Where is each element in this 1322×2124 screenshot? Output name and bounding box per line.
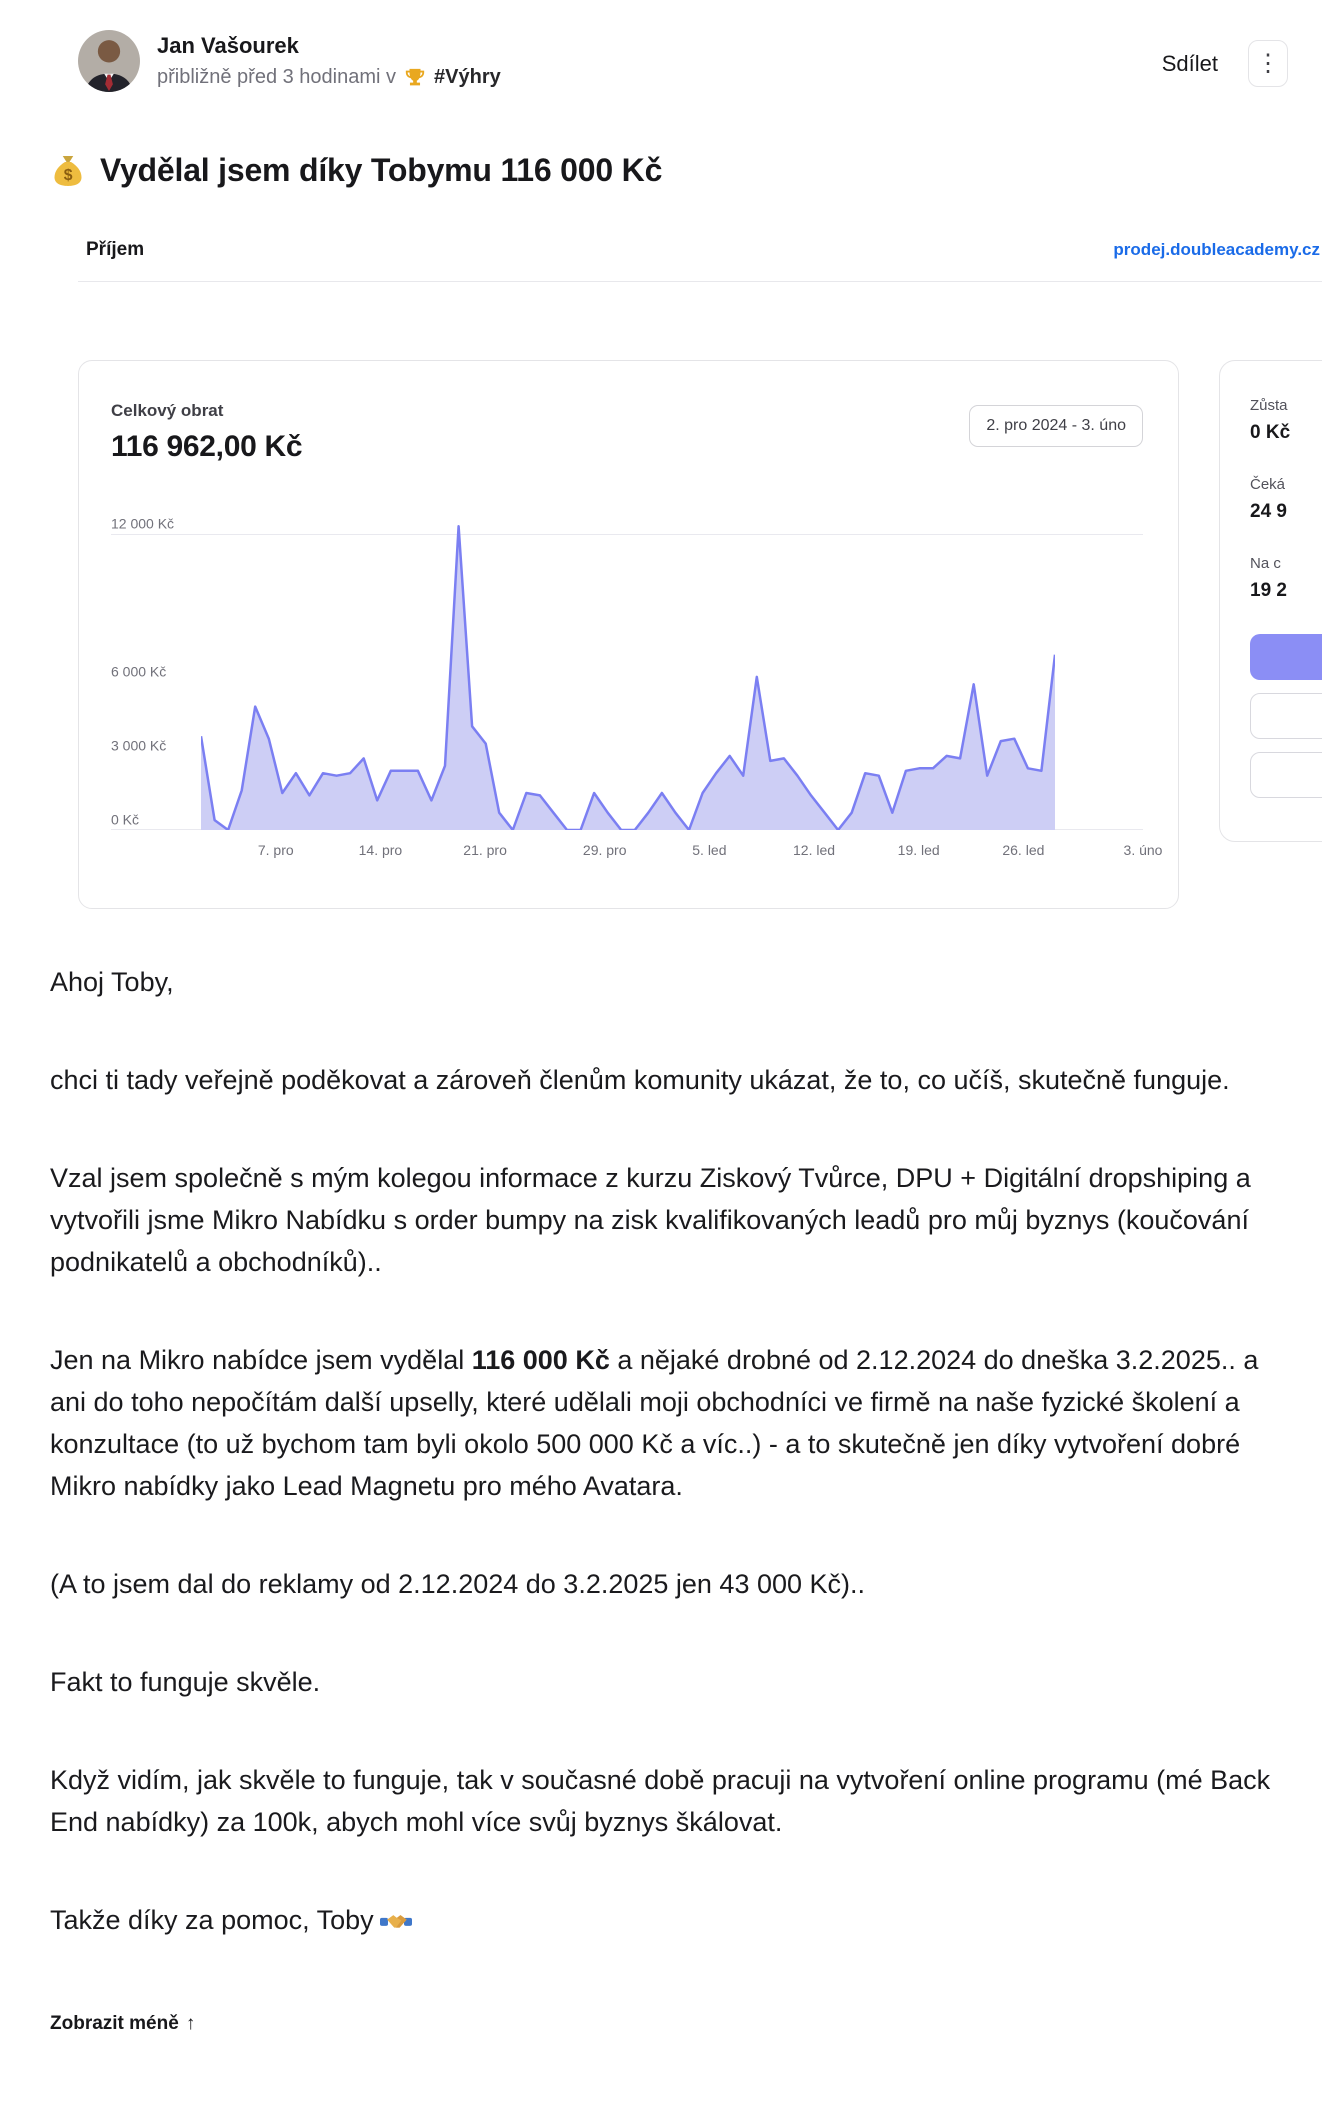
x-axis-label: 19. led: [897, 842, 940, 858]
metric-value: 116 962,00 Kč: [111, 430, 303, 463]
date-range-picker[interactable]: 2. pro 2024 - 3. úno: [969, 405, 1143, 447]
embedded-screenshot: Příjem prodej.doubleacademy.cz Celkový o…: [78, 239, 1322, 909]
post-meta: přibližně před 3 hodinami v #Výhry: [157, 66, 501, 89]
paragraph: Vzal jsem společně s mým kolegou informa…: [50, 1163, 1251, 1277]
highlight-amount: 116 000 Kč: [471, 1345, 610, 1375]
kebab-menu-icon: ⋮: [1256, 49, 1280, 77]
tab-prijem[interactable]: Příjem: [86, 239, 145, 260]
balance-panel: Zůsta 0 Kč Čeká 24 9 Na c 19 2: [1219, 360, 1322, 842]
paragraph: Ahoj Toby,: [50, 967, 174, 997]
x-axis-label: 12. led: [793, 842, 836, 858]
metric-block: Celkový obrat 116 962,00 Kč: [111, 401, 303, 464]
x-axis-label: 14. pro: [358, 842, 403, 858]
post-header: Jan Vašourek přibližně před 3 hodinami v…: [78, 30, 1288, 92]
x-axis-label: 5. led: [692, 842, 727, 858]
post-title-text: Vydělal jsem díky Tobymu 116 000 Kč: [100, 152, 663, 188]
money-bag-icon: $: [50, 153, 86, 189]
chart-x-axis: 7. pro 14. pro 21. pro 29. pro 5. led 12. led…: [201, 842, 1163, 866]
balance-row: Zůsta 0 Kč: [1250, 397, 1322, 444]
avatar[interactable]: [78, 30, 140, 92]
balance-value: 19 2: [1250, 580, 1287, 601]
more-options-button[interactable]: ⋮: [1248, 40, 1288, 87]
community-post-page: Jan Vašourek přibližně před 3 hodinami v…: [50, 30, 1322, 2045]
balance-row: Čeká 24 9: [1250, 476, 1322, 523]
balance-value: 24 9: [1250, 501, 1287, 522]
panel-secondary-button[interactable]: [1250, 693, 1322, 739]
trophy-icon: [404, 67, 426, 89]
post-title: $ Vydělal jsem díky Tobymu 116 000 Kč: [50, 152, 1272, 189]
paragraph: Takže díky za pomoc, Toby: [50, 1899, 1272, 1943]
x-axis-label: 29. pro: [582, 842, 627, 858]
x-axis-label: 3. úno: [1123, 842, 1163, 858]
paragraph: chci ti tady veřejně poděkovat a zároveň…: [50, 1065, 1230, 1095]
show-less-label: Zobrazit méně: [50, 2013, 179, 2034]
category-tag[interactable]: #Výhry: [434, 66, 501, 88]
x-axis-label: 26. led: [1002, 842, 1045, 858]
embed-domain-link[interactable]: prodej.doubleacademy.cz: [1113, 240, 1320, 259]
balance-label: Zůsta: [1250, 397, 1288, 414]
revenue-card-header: Celkový obrat 116 962,00 Kč 2. pro 2024 …: [111, 401, 1143, 464]
handshake-icon: [379, 1901, 412, 1943]
paragraph-text: a nějaké drobné od 2.12.2024 do dneška 3…: [50, 1345, 1259, 1501]
header-actions: Sdílet ⋮: [1162, 40, 1288, 87]
author-block: Jan Vašourek přibližně před 3 hodinami v…: [78, 30, 501, 92]
balance-row: Na c 19 2: [1250, 555, 1322, 602]
timestamp: přibližně před 3 hodinami v: [157, 66, 397, 88]
x-axis-label: 7. pro: [257, 842, 294, 858]
revenue-card: Celkový obrat 116 962,00 Kč 2. pro 2024 …: [78, 360, 1179, 909]
share-button[interactable]: Sdílet: [1161, 50, 1218, 76]
paragraph: Jen na Mikro nabídce jsem vydělal 116 00…: [50, 1339, 1272, 1507]
paragraph-text: Jen na Mikro nabídce jsem vydělal: [50, 1345, 472, 1375]
gridline: [111, 534, 1143, 535]
revenue-chart: 0 Kč 3 000 Kč 6 000 Kč 12 000 Kč: [111, 514, 1143, 830]
x-axis-label: 21. pro: [463, 842, 507, 858]
revenue-area-series: [201, 514, 1055, 830]
paragraph: (A to jsem dal do reklamy od 2.12.2024 d…: [50, 1569, 866, 1599]
embed-body: Celkový obrat 116 962,00 Kč 2. pro 2024 …: [78, 360, 1322, 909]
panel-primary-button[interactable]: [1250, 634, 1322, 680]
metric-label: Celkový obrat: [111, 401, 224, 420]
paragraph: Když vidím, jak skvěle to funguje, tak v…: [50, 1765, 1271, 1837]
author-meta: Jan Vašourek přibližně před 3 hodinami v…: [157, 30, 501, 92]
balance-value: 0 Kč: [1250, 422, 1291, 443]
paragraph-text: Takže díky za pomoc, Toby: [50, 1905, 374, 1935]
author-name[interactable]: Jan Vašourek: [157, 33, 299, 58]
show-less-link[interactable]: Zobrazit méně ↑: [50, 2003, 195, 2045]
svg-text:$: $: [64, 167, 73, 184]
panel-tertiary-button[interactable]: [1250, 752, 1322, 798]
embed-topbar: Příjem prodej.doubleacademy.cz: [78, 239, 1322, 282]
paragraph: Fakt to funguje skvěle.: [50, 1667, 321, 1697]
balance-label: Čeká: [1250, 476, 1286, 493]
post-body: Ahoj Toby, chci ti tady veřejně poděkova…: [50, 961, 1272, 2045]
balance-label: Na c: [1250, 555, 1281, 572]
up-arrow-icon: ↑: [185, 2013, 196, 2034]
